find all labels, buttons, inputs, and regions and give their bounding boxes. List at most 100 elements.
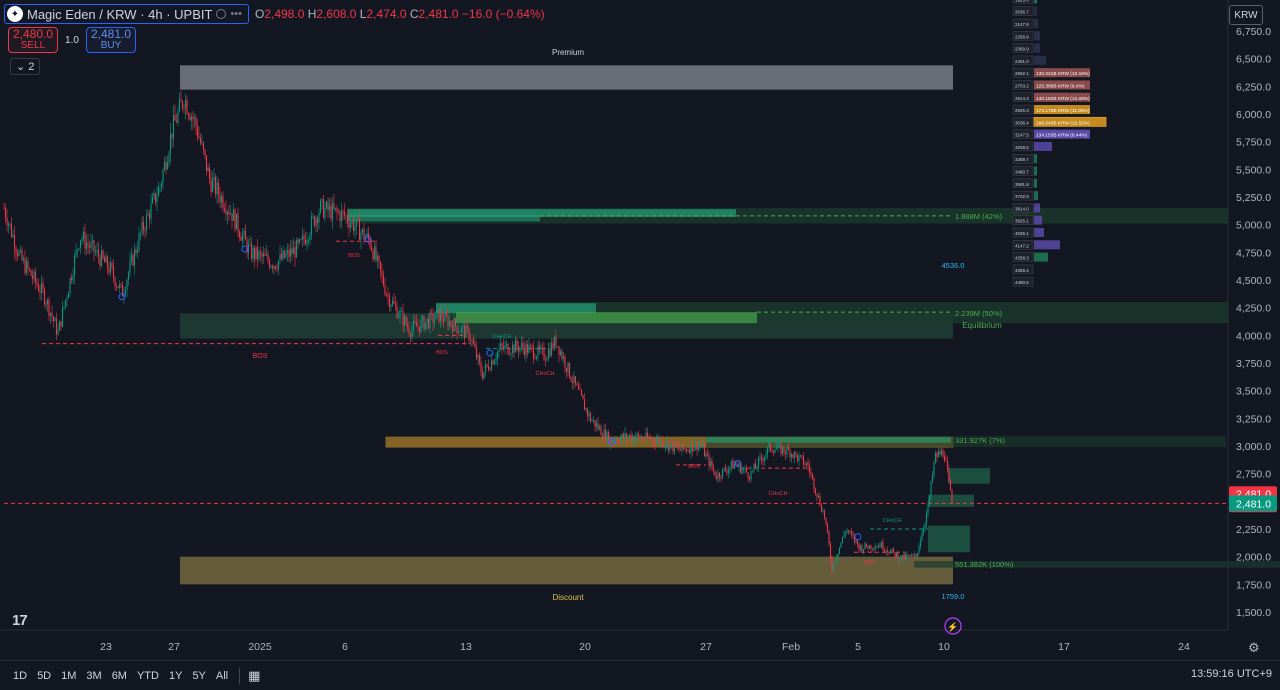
candle-body: [322, 199, 325, 218]
order-block-mid-inner: [456, 312, 757, 324]
price-axis-tick: 6,250.0: [1236, 81, 1271, 93]
range-all-button[interactable]: All: [215, 669, 229, 682]
volume-profile-bar: [1034, 0, 1037, 4]
range-ytd-button[interactable]: YTD: [136, 669, 159, 682]
range-5y-button[interactable]: 5Y: [192, 669, 206, 682]
candle-body: [148, 213, 151, 220]
volume-profile-bar: [1034, 154, 1037, 164]
more-icon[interactable]: •••: [230, 8, 242, 20]
volume-profile-level: 4369.4: [1015, 268, 1029, 273]
candle-body: [310, 216, 313, 235]
candle-body: [604, 429, 607, 442]
candle-body: [577, 385, 580, 390]
sell-button[interactable]: 2,480.0 SELL: [8, 27, 58, 53]
candle-body: [843, 534, 845, 537]
candle-body: [210, 178, 212, 192]
price-axis-tick: 6,000.0: [1236, 109, 1271, 121]
symbol-info[interactable]: ✦ Magic Eden / KRW · 4h · UPBIT •••: [4, 4, 249, 24]
candle-body: [901, 555, 904, 560]
buy-price: 2,481.0: [90, 27, 132, 41]
candle-body: [207, 167, 209, 172]
price-chart[interactable]: Premium Discount Equilibrium 4536.0 1759.0 1.…: [0, 0, 1280, 660]
chart-area[interactable]: Premium Discount Equilibrium 4536.0 1759.0 1.…: [0, 0, 1280, 660]
range-5d-button[interactable]: 5D: [37, 669, 52, 682]
order-block-right-2: [928, 494, 974, 507]
candle-body: [346, 215, 349, 223]
candle-body: [49, 313, 52, 316]
candle-body: [768, 443, 770, 448]
volume-profile-level-box: [1012, 129, 1034, 139]
candle-body: [493, 360, 496, 365]
candle-body: [607, 432, 610, 445]
candle-body: [808, 465, 811, 473]
candle-body: [79, 240, 82, 249]
candle-body: [897, 553, 899, 561]
candle-body: [199, 137, 202, 143]
candle-body: [886, 550, 889, 553]
time-axis-label: 13: [460, 641, 472, 653]
candle-body: [361, 228, 364, 233]
candle-body: [468, 328, 470, 341]
candle-body: [849, 531, 851, 533]
calendar-icon[interactable]: ▦: [248, 667, 261, 683]
range-3m-button[interactable]: 3M: [86, 669, 102, 682]
volume-profile-level-box: [1012, 67, 1034, 78]
candle-body: [285, 253, 287, 258]
candle-body: [90, 242, 92, 248]
range-1y-button[interactable]: 1Y: [168, 669, 183, 682]
candle-body: [679, 450, 682, 451]
candle-body: [151, 197, 154, 204]
candle-body: [945, 460, 947, 461]
tradingview-logo-icon[interactable]: 17: [12, 612, 28, 629]
candle-body: [382, 275, 385, 286]
candle-body: [888, 552, 890, 554]
volume-profile-level-box: [1012, 227, 1034, 238]
buy-button[interactable]: 2,481.0 BUY: [86, 27, 136, 53]
candle-body: [889, 550, 892, 554]
candle-body: [360, 232, 362, 240]
time-axis-label: 27: [168, 641, 180, 653]
candle-body: [745, 467, 748, 473]
candle-body: [366, 233, 368, 237]
candle-body: [600, 426, 602, 436]
candle-body: [276, 268, 278, 270]
candle-body: [550, 342, 553, 356]
volume-profile-poc-box: [1034, 92, 1090, 102]
clock[interactable]: 13:59:16 UTC+9: [1190, 668, 1272, 680]
range-1d-button[interactable]: 1D: [13, 669, 28, 682]
candle-body: [801, 455, 803, 457]
indicators-toggle-button[interactable]: ⌄ 2: [10, 58, 41, 75]
candle-body: [580, 389, 583, 396]
choch-label-4: CHoCH: [883, 518, 902, 524]
candle-body: [294, 247, 296, 258]
candle-body: [358, 219, 361, 240]
candle-body: [562, 356, 565, 359]
symbol-title[interactable]: Magic Eden / KRW · 4h · UPBIT: [27, 6, 213, 22]
candle-body: [706, 453, 709, 455]
candle-body: [715, 476, 718, 479]
candle-body: [522, 342, 524, 348]
candle-body: [420, 320, 422, 332]
currency-button[interactable]: KRW: [1229, 5, 1263, 25]
price-axis-tick: 5,000.0: [1236, 220, 1271, 232]
range-6m-button[interactable]: 6M: [111, 669, 127, 682]
candle-body: [114, 277, 116, 287]
candle-body: [372, 250, 374, 260]
range-1m-button[interactable]: 1M: [61, 669, 77, 682]
price-axis-tick: 5,500.0: [1236, 164, 1271, 176]
candle-body: [469, 340, 472, 342]
price-axis-tick: 3,000.0: [1236, 441, 1271, 453]
bos-label-3: BOS: [436, 350, 448, 356]
candle-body: [834, 562, 836, 564]
volume-profile-bar: [1034, 215, 1042, 225]
volume-profile-poc-box: [1034, 129, 1090, 139]
candle-body: [894, 551, 896, 558]
candle-body: [139, 232, 142, 234]
volume-profile-poc-label: 140.182B KRW (10.09%): [1036, 96, 1090, 102]
gear-icon[interactable]: ⚙: [1248, 640, 1260, 655]
candle-body: [424, 322, 427, 330]
candle-body: [880, 542, 883, 548]
candle-body: [787, 447, 790, 450]
candle-body: [517, 347, 520, 352]
candle-body: [319, 200, 322, 213]
